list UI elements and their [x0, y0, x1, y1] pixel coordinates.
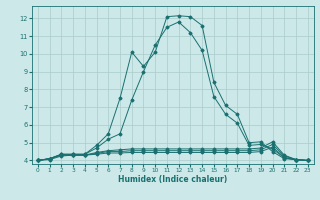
- X-axis label: Humidex (Indice chaleur): Humidex (Indice chaleur): [118, 175, 228, 184]
